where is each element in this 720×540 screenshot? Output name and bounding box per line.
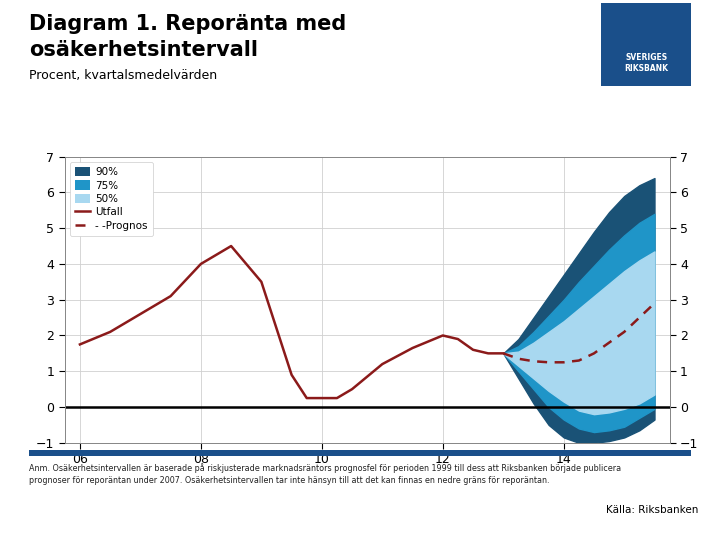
Text: Procent, kvartalsmedelvärden: Procent, kvartalsmedelvärden — [29, 69, 217, 82]
Text: SVERIGES
RIKSBANK: SVERIGES RIKSBANK — [624, 52, 668, 73]
Legend: 90%, 75%, 50%, Utfall, - -Prognos: 90%, 75%, 50%, Utfall, - -Prognos — [70, 162, 153, 236]
Text: Källa: Riksbanken: Källa: Riksbanken — [606, 505, 698, 515]
Text: Diagram 1. Reporänta med: Diagram 1. Reporänta med — [29, 14, 346, 33]
Text: osäkerhetsintervall: osäkerhetsintervall — [29, 40, 258, 60]
Text: Anm. Osäkerhetsintervallen är baserade på riskjusterade marknadsräntors prognosf: Anm. Osäkerhetsintervallen är baserade p… — [29, 463, 621, 485]
